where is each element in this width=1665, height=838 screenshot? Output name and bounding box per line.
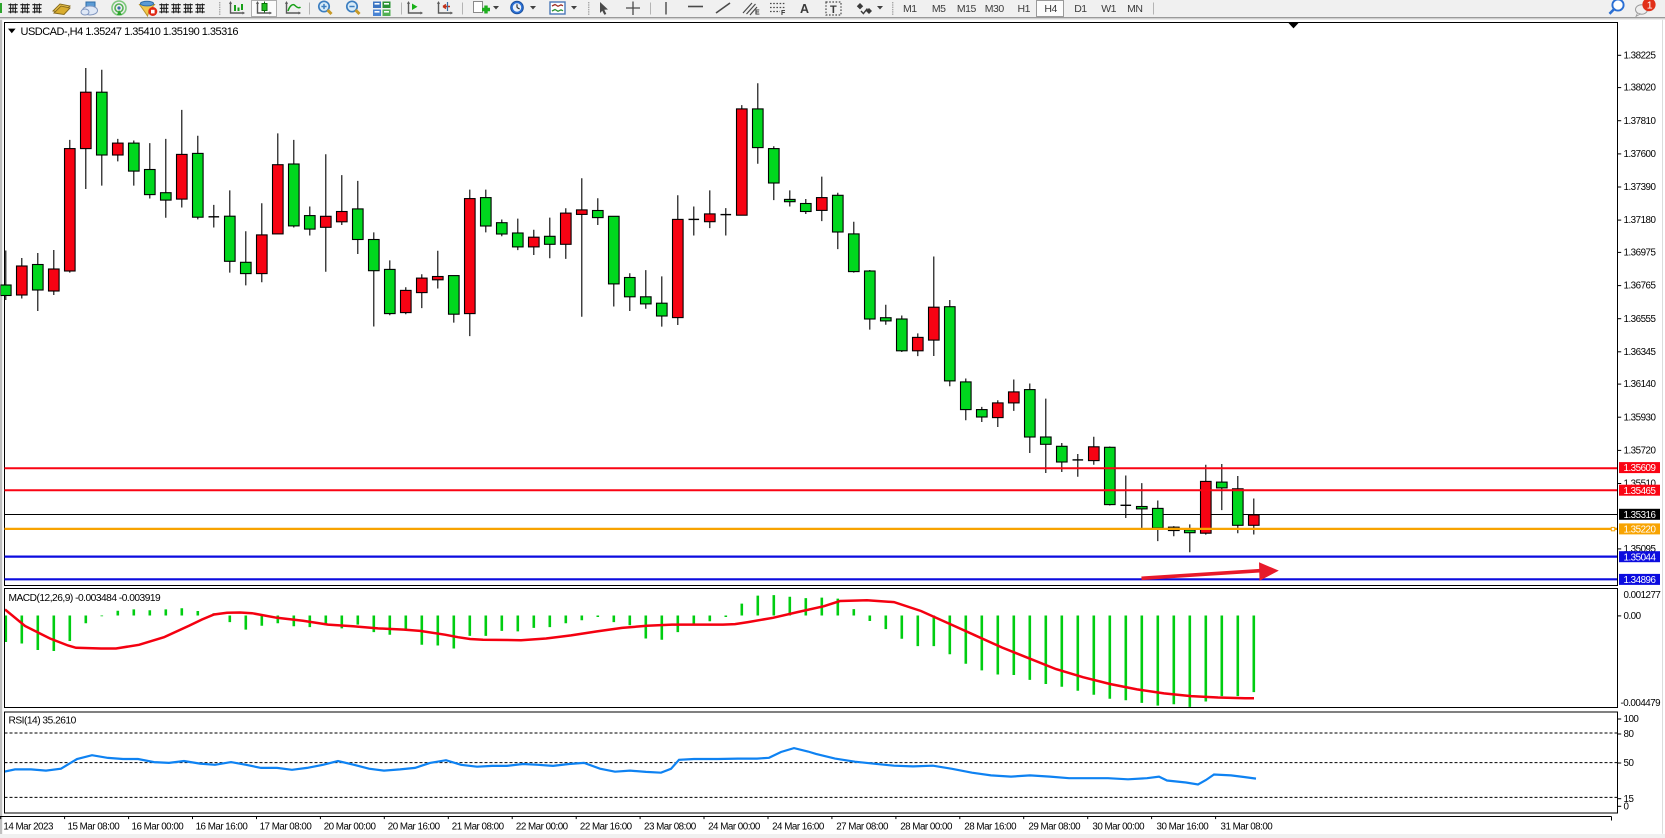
svg-text:1.38020: 1.38020 (1624, 83, 1657, 94)
svg-text:24 Mar 16:00: 24 Mar 16:00 (772, 821, 825, 832)
svg-text:28 Mar 00:00: 28 Mar 00:00 (900, 821, 953, 832)
svg-text:29 Mar 08:00: 29 Mar 08:00 (1028, 821, 1081, 832)
svg-text:20 Mar 16:00: 20 Mar 16:00 (388, 821, 441, 832)
svg-text:M30: M30 (985, 3, 1005, 15)
svg-text:A: A (800, 2, 809, 16)
svg-text:M5: M5 (932, 3, 946, 15)
svg-text:1.36555: 1.36555 (1624, 314, 1657, 325)
svg-text:1.36765: 1.36765 (1624, 281, 1657, 292)
svg-text:0.00: 0.00 (1624, 611, 1642, 622)
svg-text:1.34896: 1.34896 (1624, 575, 1657, 586)
svg-text:M1: M1 (903, 3, 917, 15)
svg-text:15 Mar 08:00: 15 Mar 08:00 (68, 821, 121, 832)
svg-text:1.37180: 1.37180 (1624, 215, 1657, 226)
svg-text:0.001277: 0.001277 (1624, 590, 1661, 601)
svg-text:H1: H1 (1018, 3, 1031, 15)
svg-text:RSI(14) 35.2610: RSI(14) 35.2610 (9, 716, 77, 727)
svg-text:14 Mar 2023: 14 Mar 2023 (3, 821, 54, 832)
svg-text:1.35609: 1.35609 (1624, 463, 1656, 474)
svg-text:USDCAD-,H4 1.35247 1.35410 1.: USDCAD-,H4 1.35247 1.35410 1.35190 1.353… (21, 26, 239, 38)
svg-text:1.37810: 1.37810 (1624, 116, 1657, 127)
svg-text:1.35220: 1.35220 (1624, 525, 1657, 536)
svg-text:24 Mar 00:00: 24 Mar 00:00 (708, 821, 761, 832)
svg-text:1.36345: 1.36345 (1624, 347, 1657, 358)
svg-text:1.35044: 1.35044 (1624, 552, 1657, 563)
svg-text:23 Mar 08:00: 23 Mar 08:00 (644, 821, 697, 832)
svg-text:1.35095: 1.35095 (1624, 544, 1657, 555)
svg-text:1: 1 (1647, 0, 1653, 12)
svg-text:1.35930: 1.35930 (1624, 412, 1657, 423)
svg-text:1.37390: 1.37390 (1624, 182, 1657, 193)
svg-text:30 Mar 16:00: 30 Mar 16:00 (1157, 821, 1210, 832)
svg-text:28 Mar 16:00: 28 Mar 16:00 (964, 821, 1017, 832)
svg-text:15: 15 (1624, 794, 1635, 805)
svg-text:22 Mar 00:00: 22 Mar 00:00 (516, 821, 569, 832)
svg-text:F: F (781, 10, 786, 17)
svg-text:E: E (755, 10, 760, 17)
svg-text:1.35510: 1.35510 (1624, 479, 1657, 490)
svg-text:16 Mar 00:00: 16 Mar 00:00 (132, 821, 185, 832)
svg-text:1.36975: 1.36975 (1624, 248, 1657, 259)
svg-text:M15: M15 (957, 3, 977, 15)
svg-text:1.35465: 1.35465 (1624, 486, 1657, 497)
svg-text:1.36140: 1.36140 (1624, 379, 1657, 390)
svg-text:27 Mar 08:00: 27 Mar 08:00 (836, 821, 889, 832)
svg-text:H4: H4 (1044, 3, 1057, 15)
svg-text:100: 100 (1624, 714, 1640, 725)
svg-text:50: 50 (1624, 758, 1635, 769)
svg-text:17 Mar 08:00: 17 Mar 08:00 (260, 821, 313, 832)
svg-text:1.35316: 1.35316 (1624, 510, 1657, 521)
svg-text:0: 0 (1624, 801, 1630, 812)
svg-text:30 Mar 00:00: 30 Mar 00:00 (1092, 821, 1145, 832)
svg-text:80: 80 (1624, 729, 1635, 740)
svg-text:1.35720: 1.35720 (1624, 446, 1657, 457)
svg-text:20 Mar 00:00: 20 Mar 00:00 (324, 821, 377, 832)
svg-text:16 Mar 16:00: 16 Mar 16:00 (196, 821, 249, 832)
svg-text:1.37600: 1.37600 (1624, 149, 1657, 160)
svg-text:D1: D1 (1074, 3, 1087, 15)
svg-text:1.38225: 1.38225 (1624, 50, 1657, 61)
svg-text:T: T (830, 4, 837, 16)
svg-text:MACD(12,26,9) -0.003484 -0.003: MACD(12,26,9) -0.003484 -0.003919 (9, 593, 162, 604)
svg-text:22 Mar 16:00: 22 Mar 16:00 (580, 821, 633, 832)
svg-text:21 Mar 08:00: 21 Mar 08:00 (452, 821, 505, 832)
svg-text:W1: W1 (1101, 3, 1116, 15)
svg-text:-0.004479: -0.004479 (1621, 698, 1661, 709)
svg-text:31 Mar 08:00: 31 Mar 08:00 (1221, 821, 1274, 832)
svg-text:MN: MN (1127, 3, 1142, 15)
